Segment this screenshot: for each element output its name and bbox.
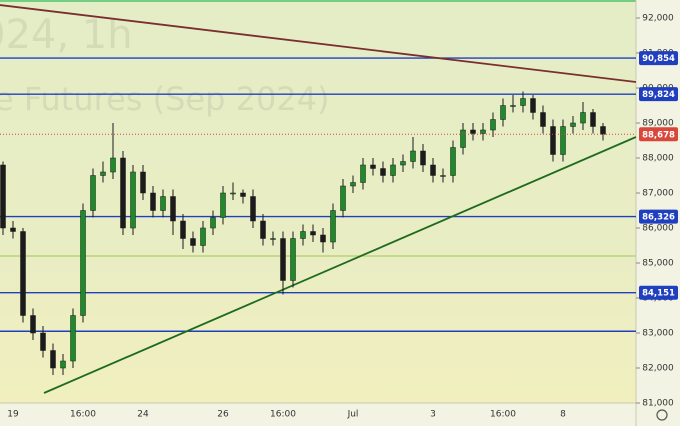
y-tick-label: 81,000 [642, 399, 674, 409]
settings-icon[interactable] [656, 409, 668, 421]
candle-body [530, 98, 536, 113]
candle-body [470, 129, 476, 134]
price-badge-label: 89,824 [642, 90, 675, 100]
y-tick-label: 88,000 [642, 154, 674, 164]
candle-body [420, 150, 426, 166]
price-badge [639, 87, 678, 102]
watermark: e Futures (Sep 2024) [0, 80, 330, 118]
candle-body [160, 196, 166, 211]
candle-body [200, 227, 206, 246]
candle-body [110, 157, 116, 173]
price-badge-label: 86,326 [642, 213, 675, 223]
price-badge [639, 285, 678, 300]
x-tick-label: 16:00 [70, 410, 96, 420]
candle-body [120, 157, 126, 229]
candle-body [380, 168, 386, 176]
price-badge-label: 84,151 [642, 289, 675, 299]
candle-body [520, 98, 526, 106]
x-tick-label: 16:00 [270, 410, 296, 420]
y-tick-label: 87,000 [642, 189, 674, 199]
candle-body [250, 196, 256, 222]
candle-body [240, 192, 246, 197]
y-tick-label: 85,000 [642, 259, 674, 269]
candle-body [150, 192, 156, 211]
candle-body [330, 210, 336, 243]
price-badge [639, 127, 678, 142]
x-tick-label: 16:00 [490, 410, 516, 420]
candle-body [390, 164, 396, 176]
candle-body [270, 238, 276, 240]
candle-body [450, 147, 456, 176]
candle-body [600, 126, 606, 135]
candle-body [310, 231, 316, 236]
candle-body [30, 315, 36, 334]
candle-body [100, 171, 106, 176]
candle-body [510, 105, 516, 107]
candle-body [220, 192, 226, 218]
candle-body [410, 150, 416, 162]
y-tick-label: 89,000 [642, 119, 674, 129]
candle-body [440, 175, 446, 177]
candle-body [360, 164, 366, 183]
candle-body [50, 350, 56, 369]
candle-body [580, 112, 586, 124]
candle-body [540, 112, 546, 127]
candle-body [210, 217, 216, 229]
candle-body [140, 171, 146, 194]
candle-body [290, 238, 296, 281]
candle-body [280, 238, 286, 281]
candle-body [570, 122, 576, 127]
candle-body [20, 231, 26, 316]
candle-body [480, 129, 486, 134]
candle-body [60, 360, 66, 369]
x-tick-label: Jul [347, 410, 359, 420]
candle-body [0, 164, 6, 229]
x-tick-label: 26 [217, 410, 229, 420]
candle-body [80, 210, 86, 316]
candle-body [180, 220, 186, 239]
candle-body [300, 231, 306, 239]
candle-body [190, 238, 196, 246]
candle-body [550, 126, 556, 155]
candle-body [350, 182, 356, 187]
candle-body [90, 175, 96, 211]
candle-body [70, 315, 76, 362]
trend-line [43, 136, 637, 394]
candle-body [260, 220, 266, 239]
x-tick-label: 8 [560, 410, 566, 420]
candle-body [430, 164, 436, 176]
y-tick-label: 83,000 [642, 329, 674, 339]
y-tick-label: 86,000 [642, 224, 674, 234]
price-badge [639, 51, 678, 66]
candle-body [170, 196, 176, 222]
candle-body [500, 105, 506, 120]
candle-body [460, 129, 466, 148]
candle-body [230, 192, 236, 195]
candle-body [10, 227, 16, 232]
y-tick-label: 92,000 [642, 14, 674, 24]
candle-body [490, 119, 496, 131]
x-tick-label: 19 [7, 410, 19, 420]
plot-background [0, 0, 636, 403]
candle-body [400, 161, 406, 166]
candle-body [340, 185, 346, 211]
price-badge [639, 209, 678, 224]
price-badge-label: 88,678 [642, 130, 675, 140]
candle-body [370, 164, 376, 169]
price-badge-label: 90,854 [642, 54, 675, 64]
time-axis-background [0, 403, 636, 426]
watermark: 024, 1h [0, 12, 133, 58]
candle-body [130, 171, 136, 229]
x-tick-label: 24 [137, 410, 149, 420]
y-tick-label: 82,000 [642, 364, 674, 374]
candle-body [320, 234, 326, 243]
candle-body [560, 126, 566, 155]
x-tick-label: 3 [430, 410, 436, 420]
trend-line [0, 4, 637, 83]
candle-body [40, 332, 46, 351]
candle-body [590, 112, 596, 127]
